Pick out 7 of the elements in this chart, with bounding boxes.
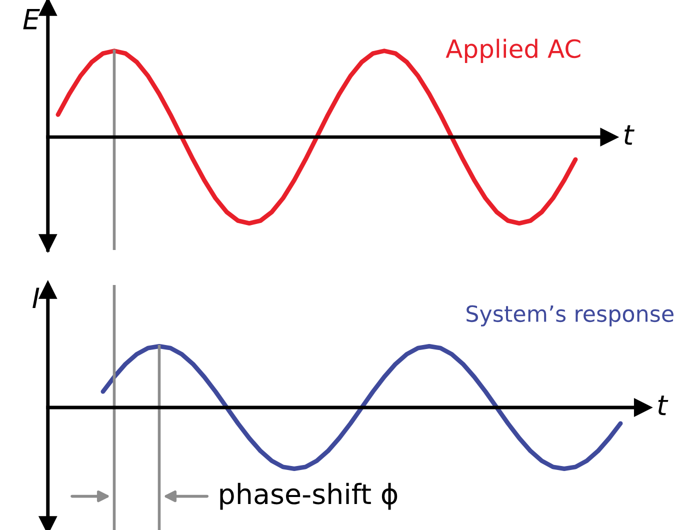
x-axis-title: t [624, 125, 634, 145]
series-label: System’s response [466, 305, 674, 326]
y-axis-title: E [23, 8, 40, 30]
text: phase-shift ϕ [220, 482, 398, 510]
y-axis-title: I [32, 288, 40, 308]
x-axis-title: t [658, 396, 668, 416]
series-label: Applied AC [446, 38, 580, 63]
